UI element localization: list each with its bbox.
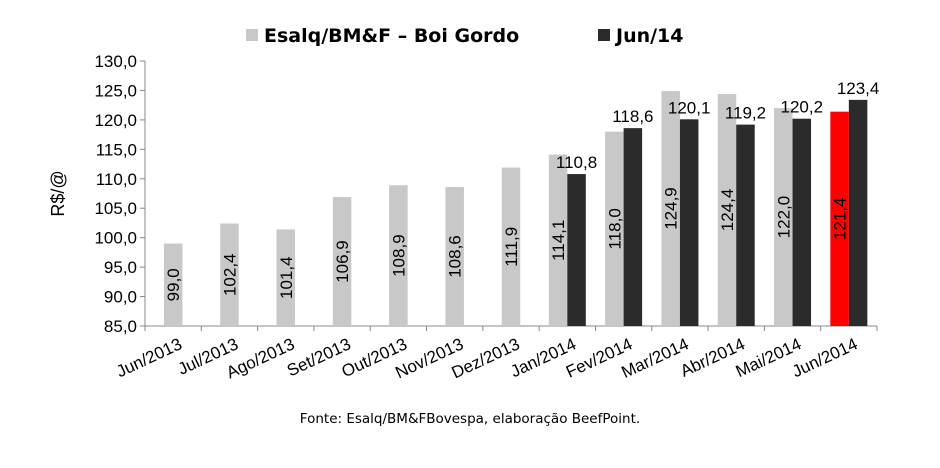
bar-jun14-11 xyxy=(792,118,812,326)
bar-jun14-9 xyxy=(679,119,699,326)
y-tick-label: 90,0 xyxy=(104,288,137,307)
bar-jun14-8 xyxy=(623,128,643,326)
bar-esalq-4 xyxy=(389,185,408,326)
bar-esalq-2 xyxy=(276,229,296,326)
y-tick-label: 120,0 xyxy=(94,111,137,130)
bar-esalq-1 xyxy=(220,223,239,326)
bar-value-label-jun14-11: 120,2 xyxy=(781,98,824,117)
y-tick-label: 105,0 xyxy=(94,199,137,218)
bar-value-label-esalq-8: 118,0 xyxy=(605,208,624,249)
y-axis-label: R$/@ xyxy=(48,170,68,216)
bar-esalq-12 xyxy=(830,111,849,327)
y-tick-label: 130,0 xyxy=(94,52,137,71)
x-tick-label: Jun/2013 xyxy=(113,334,184,381)
bar-esalq-5 xyxy=(445,187,464,326)
legend-label-esalq: Esalq/BM&F – Boi Gordo xyxy=(264,25,519,47)
bar-value-label-esalq-10: 124,4 xyxy=(718,189,737,232)
bar-value-label-jun14-9: 120,1 xyxy=(668,98,711,117)
legend-swatch-jun14 xyxy=(598,29,610,41)
bar-jun14-10 xyxy=(736,124,755,326)
bar-value-label-jun14-8: 118,6 xyxy=(612,107,653,126)
bar-value-label-esalq-3: 106,9 xyxy=(333,240,352,283)
y-tick-label: 85,0 xyxy=(104,317,137,336)
source-note: Fonte: Esalq/BM&FBovespa, elaboração Bee… xyxy=(299,411,641,427)
y-tick-label: 100,0 xyxy=(94,229,137,248)
bar-value-label-esalq-7: 114,1 xyxy=(549,220,568,261)
bar-value-label-jun14-12: 123,4 xyxy=(837,79,880,98)
bar-esalq-10 xyxy=(717,93,737,326)
bar-esalq-0 xyxy=(163,243,183,326)
bar-value-label-esalq-11: 122,0 xyxy=(774,196,793,239)
legend-label-jun14: Jun/14 xyxy=(614,25,684,47)
bar-esalq-7 xyxy=(548,154,568,326)
bar-value-label-esalq-4: 108,9 xyxy=(389,234,408,277)
bar-value-label-esalq-2: 101,4 xyxy=(277,256,296,299)
bar-esalq-9 xyxy=(661,91,680,327)
x-tick-label: Jun/2014 xyxy=(789,334,860,381)
bar-esalq-3 xyxy=(332,197,352,326)
legend-swatch-esalq xyxy=(246,29,258,41)
y-tick-label: 125,0 xyxy=(94,81,137,100)
bar-jun14-12 xyxy=(848,99,868,326)
bar-esalq-6 xyxy=(501,167,521,326)
bar-esalq-8 xyxy=(605,131,624,326)
bar-value-label-esalq-12: 121,4 xyxy=(831,198,850,241)
y-tick-label: 110,0 xyxy=(96,170,137,189)
bar-value-label-esalq-9: 124,9 xyxy=(662,187,681,230)
bar-esalq-11 xyxy=(774,108,793,326)
bar-value-label-jun14-7: 110,8 xyxy=(556,153,597,172)
y-tick-label: 95,0 xyxy=(104,258,137,277)
bar-value-label-esalq-1: 102,4 xyxy=(220,253,239,296)
bar-value-label-esalq-6: 111,9 xyxy=(502,227,521,267)
bar-value-label-esalq-5: 108,6 xyxy=(446,235,465,278)
bar-value-label-jun14-10: 119,2 xyxy=(725,104,766,123)
bar-value-label-esalq-0: 99,0 xyxy=(164,268,183,301)
y-tick-label: 115,0 xyxy=(96,140,137,159)
bar-jun14-7 xyxy=(567,174,586,326)
